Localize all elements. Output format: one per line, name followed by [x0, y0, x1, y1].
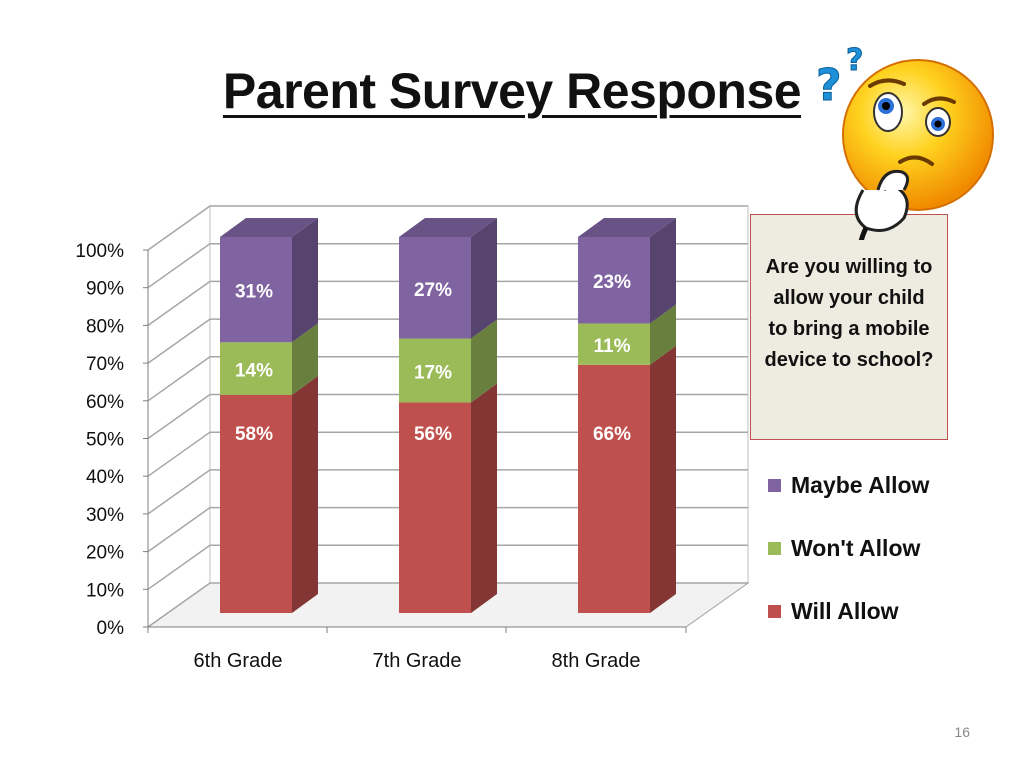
gridline [147, 431, 748, 477]
data-label: 58% [235, 424, 273, 445]
bar-segment-top [578, 218, 676, 237]
y-tick-label: 20% [86, 543, 124, 564]
bar-segment-side [292, 218, 318, 343]
legend-item-maybe-allow: Maybe Allow [768, 472, 929, 499]
gridline [147, 544, 748, 590]
slide-number: 16 [954, 724, 970, 740]
x-tick-label: 6th Grade [194, 650, 283, 672]
bar-segment-front [399, 237, 471, 339]
y-tick-label: 50% [86, 430, 124, 451]
legend-label: Won't Allow [791, 535, 921, 561]
question-callout: Are you willing to allow your child to b… [750, 214, 948, 440]
legend-swatch-wont-allow [768, 542, 781, 555]
gridline [147, 393, 748, 440]
bar-segment-side [650, 218, 676, 324]
legend-item-will-allow: Will Allow [768, 598, 899, 625]
legend-swatch-will-allow [768, 605, 781, 618]
bar-segment-front [399, 402, 471, 613]
bar-segment-side [471, 319, 497, 403]
bar-segment-front [220, 342, 292, 395]
data-label: 17% [414, 362, 452, 383]
y-tick-label: 90% [86, 279, 124, 300]
svg-text:?: ? [846, 43, 863, 78]
y-tick-label: 80% [86, 316, 124, 337]
bar-segment-front [399, 338, 471, 403]
data-label: 23% [593, 272, 631, 293]
bar-segment-side [292, 323, 318, 395]
data-label: 66% [593, 424, 631, 445]
y-tick-label: 60% [86, 392, 124, 413]
svg-text:?: ? [816, 60, 842, 111]
y-tick-label: 10% [86, 580, 124, 601]
bar-segment-side [471, 383, 497, 613]
y-tick-label: 40% [86, 467, 124, 488]
gridline [147, 205, 748, 251]
data-label: 27% [414, 280, 452, 301]
bar-segment-front [220, 394, 292, 613]
legend-label: Will Allow [791, 598, 899, 624]
x-tick-label: 8th Grade [552, 650, 641, 672]
y-tick-label: 30% [86, 505, 124, 526]
bar-segment-front [578, 237, 650, 324]
gridline [147, 582, 748, 628]
legend-item-wont-allow: Won't Allow [768, 535, 920, 562]
bar-segment-front [220, 237, 292, 343]
legend-swatch-maybe-allow [768, 479, 781, 492]
gridline [147, 318, 748, 364]
bar-segment-side [650, 345, 676, 613]
gridline [147, 506, 748, 553]
data-label: 14% [235, 361, 273, 382]
y-tick-label: 70% [86, 354, 124, 375]
bar-segment-top [399, 218, 497, 237]
bar-segment-side [471, 218, 497, 339]
bar-segment-front [578, 364, 650, 613]
survey-question: Are you willing to allow your child to b… [764, 256, 934, 371]
gridline [147, 280, 748, 327]
legend-label: Maybe Allow [791, 472, 930, 498]
slide-title: Parent Survey Response [222, 63, 802, 119]
bar-segment-top [220, 218, 318, 237]
data-label: 56% [414, 424, 452, 445]
thinking-face-icon: ? ? [816, 43, 994, 240]
gridline [147, 242, 748, 289]
x-tick-label: 7th Grade [373, 650, 462, 672]
bar-segment-side [650, 304, 676, 365]
bar-segment-side [292, 375, 318, 613]
y-tick-label: 0% [97, 618, 125, 639]
gridline [147, 469, 748, 515]
data-label: 11% [594, 336, 631, 357]
data-label: 31% [235, 282, 273, 303]
gridline [147, 356, 748, 402]
bar-segment-front [578, 323, 650, 365]
y-tick-label: 100% [75, 241, 124, 262]
